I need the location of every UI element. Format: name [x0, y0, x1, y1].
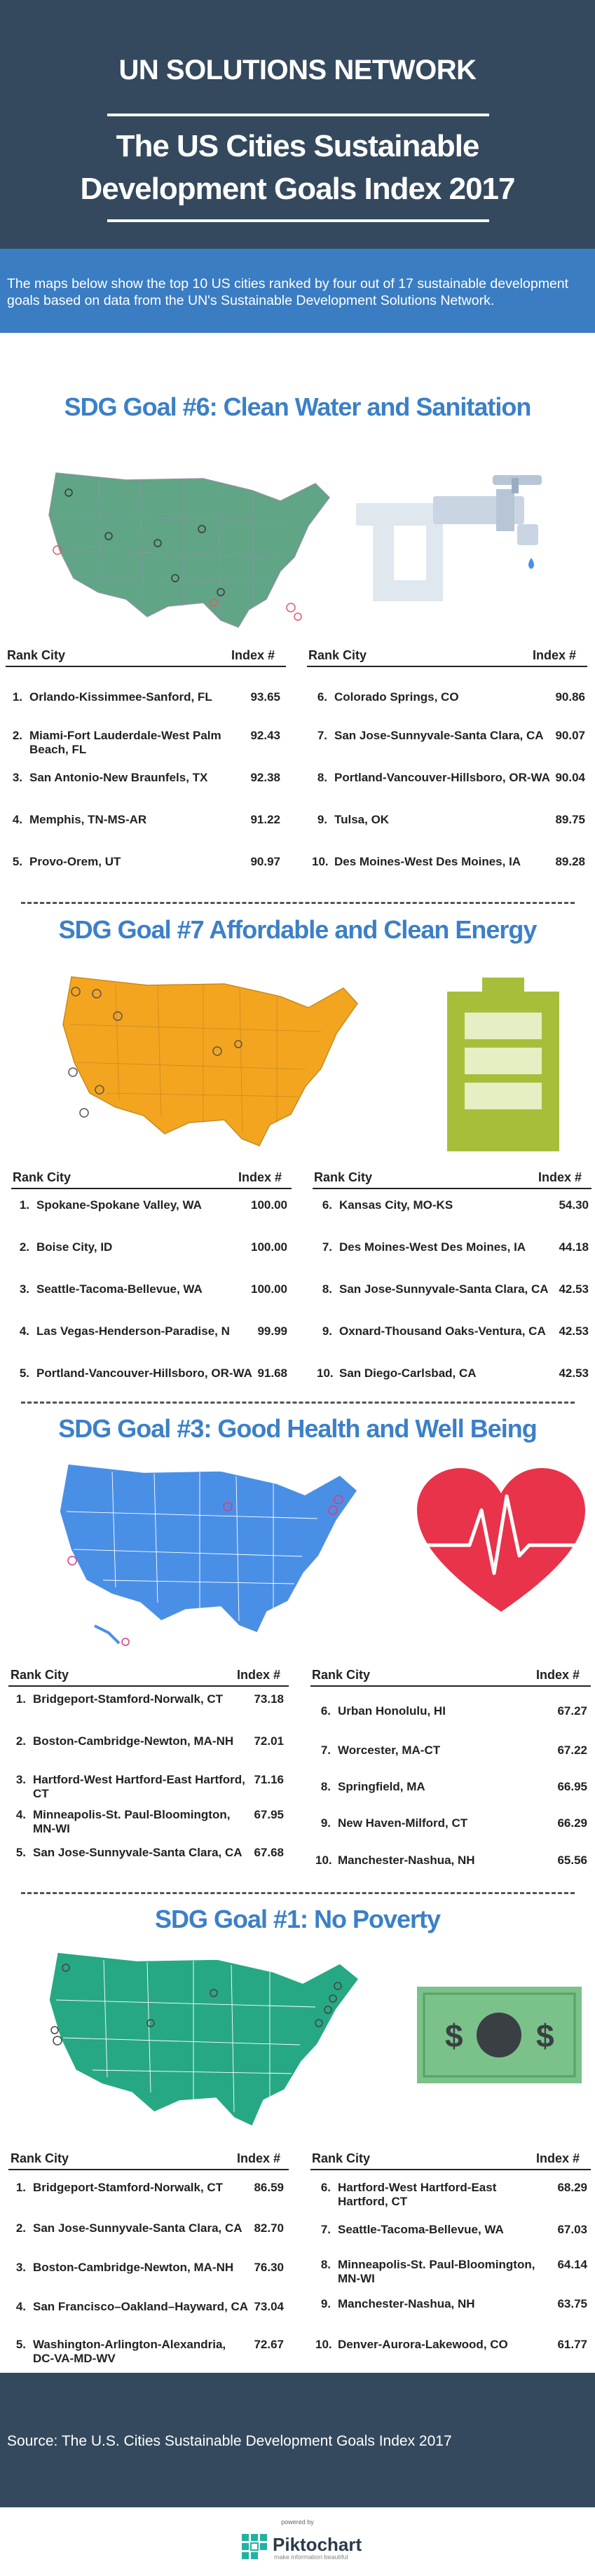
col-head-index-right: Index #: [536, 2151, 580, 2165]
powered-by-label: powered by: [281, 2519, 314, 2526]
header-rule: [8, 2169, 289, 2170]
us-map-health-icon: [59, 1463, 358, 1646]
col-head-rank-city-right: Rank City: [312, 1668, 371, 1682]
piktochart-brand[interactable]: Piktochart make information beautiful: [242, 2530, 382, 2565]
section-divider: [21, 1402, 575, 1404]
col-head-rank-city-right: Rank City: [308, 648, 367, 662]
us-map-water-icon: [48, 472, 330, 628]
col-head-rank-city-left: Rank City: [11, 2151, 69, 2165]
section-divider: [21, 902, 575, 904]
header-rule: [8, 1685, 289, 1687]
col-head-index-left: Index #: [231, 648, 275, 662]
source-text: Source: The U.S. Cities Sustainable Deve…: [7, 2433, 452, 2449]
header-rule: [307, 666, 587, 667]
col-head-rank-city-left: Rank City: [7, 648, 66, 662]
battery-icon: [447, 978, 559, 1151]
piktochart-logo-icon: [242, 2534, 267, 2559]
dollar-bill-icon: $ $: [417, 1987, 582, 2083]
col-head-rank-city-left: Rank City: [13, 1170, 71, 1184]
intro-band: The maps below show the top 10 US cities…: [0, 249, 595, 333]
heartbeat-icon: [417, 1468, 585, 1612]
header-banner: UN SOLUTIONS NETWORK The US Cities Susta…: [0, 0, 595, 249]
brand-name: Piktochart: [273, 2534, 362, 2555]
col-head-index-right: Index #: [536, 1668, 580, 1682]
col-head-index-left: Index #: [237, 1668, 281, 1682]
col-head-rank-city-right: Rank City: [314, 1170, 373, 1184]
header-rule: [6, 666, 286, 667]
section-title-goal-1: SDG Goal #1: No Poverty: [154, 1905, 441, 1933]
col-head-rank-city-right: Rank City: [312, 2151, 371, 2165]
col-head-index-left: Index #: [238, 1170, 282, 1184]
us-map-energy-icon: [62, 976, 358, 1146]
org-name: UN SOLUTIONS NETWORK: [118, 55, 477, 85]
col-head-index-right: Index #: [538, 1170, 582, 1184]
water-faucet-icon: [356, 475, 542, 601]
svg-text:$: $: [536, 2017, 554, 2054]
us-map-poverty-icon: [48, 1952, 360, 2128]
header-rule: [11, 1188, 292, 1189]
brand-tagline: make information beautiful: [274, 2554, 348, 2561]
svg-text:$: $: [445, 2017, 463, 2054]
section-title-goal-3: SDG Goal #3: Good Health and Well Being: [58, 1414, 537, 1443]
col-head-index-left: Index #: [237, 2151, 281, 2165]
main-title-line1: The US Cities Sustainable: [116, 129, 480, 163]
col-head-index-right: Index #: [533, 648, 577, 662]
section-title-goal-7: SDG Goal #7 Affordable and Clean Energy: [58, 915, 538, 944]
section-title-goal-6: SDG Goal #6: Clean Water and Sanitation: [64, 392, 532, 421]
header-rule: [310, 1685, 591, 1687]
section-divider: [21, 1892, 575, 1894]
main-title-line2: Development Goals Index 2017: [80, 172, 515, 206]
header-rule: [310, 2169, 591, 2170]
footer-banner: Source: The U.S. Cities Sustainable Deve…: [0, 2373, 595, 2507]
intro-text: The maps below show the top 10 US cities…: [7, 276, 569, 308]
title-frame: [107, 114, 489, 222]
col-head-rank-city-left: Rank City: [11, 1668, 69, 1682]
header-rule: [313, 1188, 591, 1189]
